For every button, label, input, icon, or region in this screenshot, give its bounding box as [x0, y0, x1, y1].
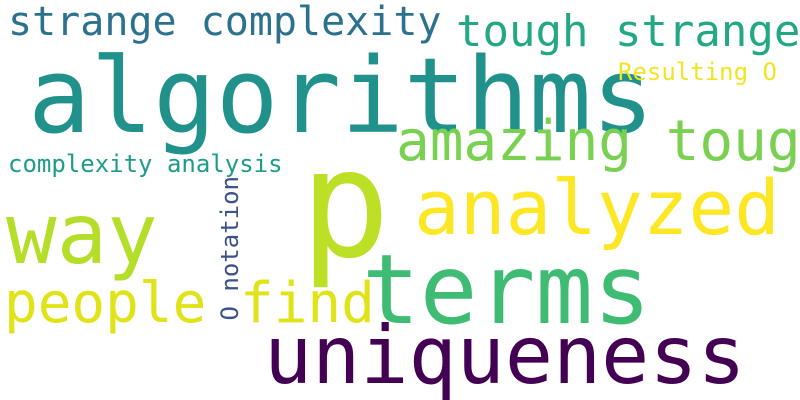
word-uniqueness: uniqueness: [264, 309, 746, 400]
word-amazing-tough: amazing tough: [396, 109, 800, 174]
word-strange-complexity: strange complexity: [8, 0, 442, 45]
word-p: p: [300, 118, 391, 292]
word-tough-strange: tough strange: [456, 6, 800, 57]
word-terms: terms: [362, 234, 651, 346]
word-way: way: [6, 185, 158, 283]
word-resulting-o: Resulting O: [618, 58, 777, 86]
word-people-find: people find: [4, 271, 375, 336]
word-analyzed: analyzed: [414, 163, 781, 252]
word-algorithms: algorithms: [28, 35, 655, 157]
word-complexity-analysis: complexity analysis: [8, 150, 283, 178]
